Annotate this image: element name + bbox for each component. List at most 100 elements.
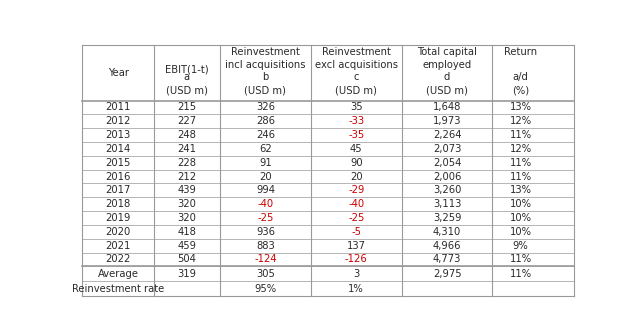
Text: 11%: 11% (509, 158, 532, 168)
Text: 286: 286 (256, 116, 275, 126)
Text: 2013: 2013 (106, 130, 131, 140)
Text: a/d: a/d (513, 72, 529, 82)
Text: 2,264: 2,264 (433, 130, 461, 140)
Text: (USD m): (USD m) (244, 86, 286, 96)
Text: (USD m): (USD m) (426, 86, 468, 96)
Text: 246: 246 (256, 130, 275, 140)
Text: 10%: 10% (509, 227, 532, 237)
Text: -40: -40 (348, 199, 364, 209)
Text: 2,073: 2,073 (433, 144, 461, 154)
Text: 10%: 10% (509, 213, 532, 223)
Text: 2018: 2018 (106, 199, 131, 209)
Text: Reinvestment rate: Reinvestment rate (72, 284, 164, 294)
Text: 11%: 11% (509, 172, 532, 182)
Text: 2017: 2017 (106, 185, 131, 195)
Text: 936: 936 (256, 227, 275, 237)
Text: 62: 62 (259, 144, 272, 154)
Text: 319: 319 (177, 269, 196, 279)
Text: 1,973: 1,973 (433, 116, 461, 126)
Text: 248: 248 (177, 130, 196, 140)
Text: a: a (184, 72, 190, 82)
Text: b: b (262, 72, 269, 82)
Text: -33: -33 (348, 116, 364, 126)
Text: 2020: 2020 (106, 227, 131, 237)
Text: 2012: 2012 (106, 116, 131, 126)
Text: 4,773: 4,773 (433, 255, 461, 265)
Text: 2021: 2021 (106, 241, 131, 250)
Text: 2015: 2015 (106, 158, 131, 168)
Text: -35: -35 (348, 130, 364, 140)
Text: -40: -40 (257, 199, 273, 209)
Text: 459: 459 (177, 241, 196, 250)
Text: 35: 35 (350, 103, 362, 113)
Text: 3,260: 3,260 (433, 185, 461, 195)
Text: 227: 227 (177, 116, 196, 126)
Text: 2011: 2011 (106, 103, 131, 113)
Text: 12%: 12% (509, 116, 532, 126)
Text: 3,113: 3,113 (433, 199, 461, 209)
Text: 2,975: 2,975 (433, 269, 461, 279)
Text: 137: 137 (347, 241, 365, 250)
Text: 2016: 2016 (106, 172, 131, 182)
Text: EBIT(1-t): EBIT(1-t) (165, 64, 209, 74)
Text: 11%: 11% (509, 269, 532, 279)
Text: Return: Return (504, 47, 538, 57)
Text: Average: Average (97, 269, 139, 279)
Text: d: d (444, 72, 451, 82)
Text: 883: 883 (256, 241, 275, 250)
Text: 326: 326 (256, 103, 275, 113)
Text: 3: 3 (353, 269, 359, 279)
Text: -29: -29 (348, 185, 364, 195)
Text: (USD m): (USD m) (166, 86, 208, 96)
Text: 228: 228 (177, 158, 196, 168)
Text: 504: 504 (177, 255, 196, 265)
Text: Reinvestment: Reinvestment (322, 47, 390, 57)
Text: (USD m): (USD m) (335, 86, 377, 96)
Text: 20: 20 (259, 172, 272, 182)
Text: 12%: 12% (509, 144, 532, 154)
Text: 994: 994 (256, 185, 275, 195)
Text: 2022: 2022 (106, 255, 131, 265)
Text: -5: -5 (351, 227, 361, 237)
Text: 13%: 13% (509, 185, 532, 195)
Text: -126: -126 (345, 255, 367, 265)
Text: 320: 320 (177, 199, 196, 209)
Text: 241: 241 (177, 144, 196, 154)
Text: 4,310: 4,310 (433, 227, 461, 237)
Text: 305: 305 (256, 269, 275, 279)
Text: (%): (%) (512, 86, 529, 96)
Text: excl acquisitions: excl acquisitions (315, 59, 397, 69)
Text: -25: -25 (257, 213, 273, 223)
Text: 439: 439 (177, 185, 196, 195)
Text: 2,054: 2,054 (433, 158, 461, 168)
Text: -25: -25 (348, 213, 364, 223)
Text: 2,006: 2,006 (433, 172, 461, 182)
Text: 20: 20 (350, 172, 362, 182)
Text: 9%: 9% (513, 241, 529, 250)
Text: 3,259: 3,259 (433, 213, 461, 223)
Text: 91: 91 (259, 158, 272, 168)
Text: 11%: 11% (509, 255, 532, 265)
Text: 215: 215 (177, 103, 196, 113)
Text: 320: 320 (177, 213, 196, 223)
Text: 2014: 2014 (106, 144, 131, 154)
Text: 10%: 10% (509, 199, 532, 209)
Text: 11%: 11% (509, 130, 532, 140)
Text: incl acquisitions: incl acquisitions (225, 59, 306, 69)
Text: -124: -124 (254, 255, 276, 265)
Text: 45: 45 (350, 144, 362, 154)
Text: Reinvestment: Reinvestment (231, 47, 300, 57)
Text: 1,648: 1,648 (433, 103, 461, 113)
Text: 90: 90 (350, 158, 362, 168)
Text: 418: 418 (177, 227, 196, 237)
Text: Total capital: Total capital (417, 47, 477, 57)
Text: 13%: 13% (509, 103, 532, 113)
Text: employed: employed (422, 59, 472, 69)
Text: 95%: 95% (254, 284, 276, 294)
Text: 4,966: 4,966 (433, 241, 461, 250)
Text: 1%: 1% (348, 284, 364, 294)
Text: c: c (353, 72, 359, 82)
Text: 212: 212 (177, 172, 196, 182)
Text: Year: Year (108, 68, 129, 78)
Text: 2019: 2019 (106, 213, 131, 223)
